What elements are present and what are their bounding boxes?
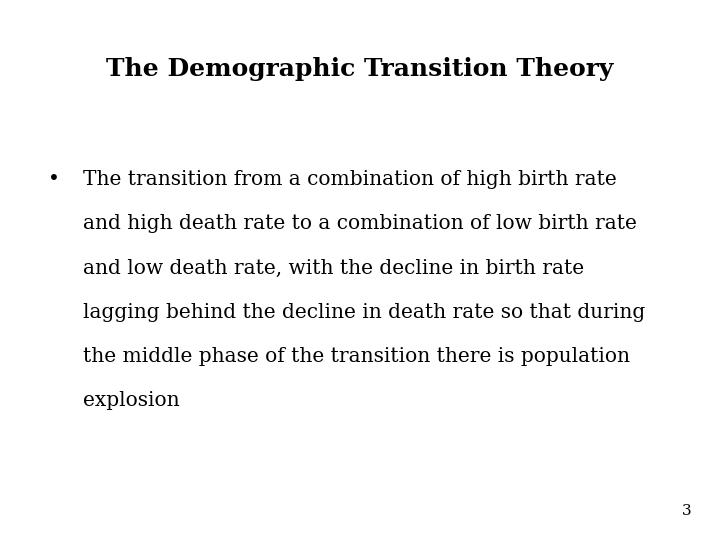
Text: 3: 3: [682, 504, 691, 518]
Text: explosion: explosion: [83, 392, 179, 410]
Text: and high death rate to a combination of low birth rate: and high death rate to a combination of …: [83, 214, 636, 233]
Text: the middle phase of the transition there is population: the middle phase of the transition there…: [83, 347, 630, 366]
Text: The Demographic Transition Theory: The Demographic Transition Theory: [107, 57, 613, 80]
Text: The transition from a combination of high birth rate: The transition from a combination of hig…: [83, 170, 616, 189]
Text: •: •: [48, 170, 60, 189]
Text: lagging behind the decline in death rate so that during: lagging behind the decline in death rate…: [83, 303, 645, 322]
Text: and low death rate, with the decline in birth rate: and low death rate, with the decline in …: [83, 259, 584, 278]
